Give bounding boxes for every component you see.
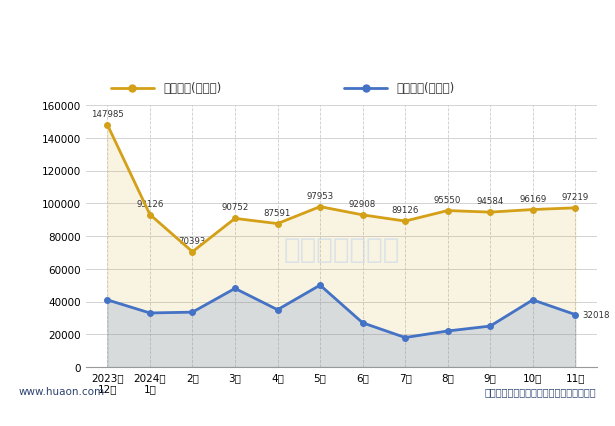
Text: 2023-2024年石家庄市(境内目的地/货源地)进、出口额: 2023-2024年石家庄市(境内目的地/货源地)进、出口额 [170, 44, 445, 59]
Text: 70393: 70393 [179, 236, 206, 245]
Text: 97219: 97219 [561, 193, 589, 201]
Text: 专业严谨  客观科学: 专业严谨 客观科学 [540, 13, 597, 23]
Text: 94584: 94584 [477, 197, 504, 206]
Text: 90752: 90752 [221, 203, 248, 212]
Text: 华经情报网: 华经情报网 [18, 13, 52, 23]
Text: 97953: 97953 [306, 191, 334, 200]
Text: 进口总额(万美元): 进口总额(万美元) [397, 82, 455, 95]
Text: 93126: 93126 [136, 199, 164, 208]
Text: 95550: 95550 [434, 195, 461, 204]
Text: 89126: 89126 [391, 206, 419, 215]
Text: 87591: 87591 [264, 208, 292, 217]
Text: 96169: 96169 [519, 194, 546, 203]
Text: 出口总额(万美元): 出口总额(万美元) [163, 82, 221, 95]
Text: 32018: 32018 [582, 311, 609, 320]
Text: 92908: 92908 [349, 199, 376, 208]
Text: 147985: 147985 [91, 109, 124, 118]
Text: www.huaon.com: www.huaon.com [18, 386, 105, 396]
Text: 华经产业研究院: 华经产业研究院 [283, 236, 400, 264]
Text: 数据来源：中国海关，华经产业研究院整理: 数据来源：中国海关，华经产业研究院整理 [485, 386, 597, 396]
